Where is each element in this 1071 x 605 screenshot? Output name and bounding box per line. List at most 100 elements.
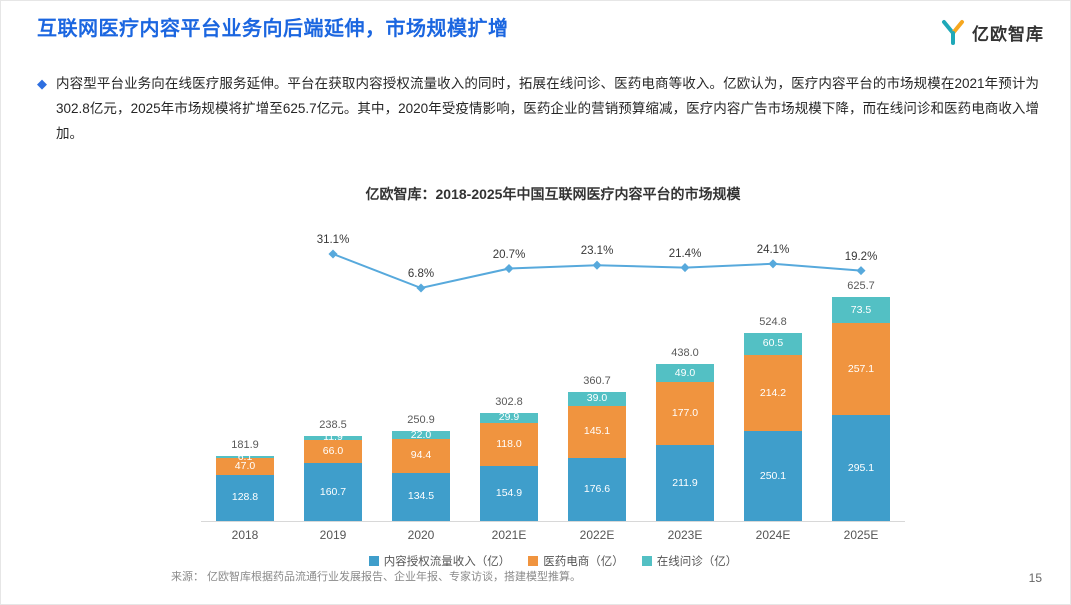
bar-segment-value: 60.5 <box>762 337 784 350</box>
bar-total-value: 302.8 <box>495 395 523 408</box>
legend-label: 在线问诊（亿） <box>656 556 738 568</box>
growth-point-value: 31.1% <box>316 234 350 246</box>
summary-paragraph: 内容型平台业务向在线医疗服务延伸。平台在获取内容授权流量收入的同时，拓展在线问诊… <box>56 76 1039 141</box>
chart-title: 亿欧智库：2018-2025年中国互联网医疗内容平台的市场规模 <box>365 186 741 202</box>
bar-segment-value: 295.1 <box>847 461 875 474</box>
bar-segment: 22.0 <box>392 428 450 441</box>
growth-point-value: 23.1% <box>580 245 614 258</box>
logo: 亿欧智库 <box>940 19 1044 45</box>
bar-segment: 94.4 <box>392 439 450 473</box>
bar-segment: 250.1 <box>744 431 802 521</box>
bar-total-value: 625.7 <box>847 280 875 292</box>
source-note: 来源： 亿欧智库根据药品流通行业发展报告、企业年报、专家访谈，搭建模型推算。 <box>171 571 582 583</box>
bar-segment: 6.1 <box>216 451 274 462</box>
bar-segment: 11.9 <box>304 432 362 443</box>
bar-segment-value: 257.1 <box>847 362 875 375</box>
legend-item: 在线问诊（亿） <box>641 553 738 569</box>
bar-segment: 29.9 <box>480 411 538 424</box>
bar-total-value: 438.0 <box>671 347 699 360</box>
page-title: 互联网医疗内容平台业务向后端延伸，市场规模扩增 <box>37 18 509 40</box>
growth-point-value: 6.8% <box>407 268 435 280</box>
chart-plot-area: 128.8 47.0 6.1 181.9 2018 160.7 66.0 11.9 238.5 2… <box>201 231 905 551</box>
x-axis-line <box>201 521 905 522</box>
bar-segment: 176.6 <box>568 457 626 521</box>
bar-segment-value: 39.0 <box>586 392 608 405</box>
growth-point-value: 19.2% <box>844 250 878 263</box>
bar-segment: 128.8 <box>216 474 274 521</box>
category-label: 2024E <box>755 528 791 542</box>
bar-segment: 145.1 <box>568 405 626 458</box>
bar-segment-value: 154.9 <box>495 486 523 499</box>
category-label: 2019 <box>319 528 347 542</box>
category-label: 2022E <box>579 528 615 542</box>
bar-segment-value: 160.7 <box>319 485 347 498</box>
chart: 亿欧智库：2018-2025年中国互联网医疗内容平台的市场规模 128.8 47.… <box>201 184 905 569</box>
bar-segment-value: 128.8 <box>231 491 259 504</box>
bar-segment: 214.2 <box>744 354 802 432</box>
bar-segment: 211.9 <box>656 445 714 521</box>
bar-segment-value: 66.0 <box>322 445 344 458</box>
bar-segment: 177.0 <box>656 381 714 446</box>
bar-segment: 154.9 <box>480 465 538 521</box>
growth-point-marker <box>504 264 514 274</box>
bar-total-value: 360.7 <box>583 374 611 387</box>
growth-point-marker <box>856 266 866 276</box>
bar-segment-value: 118.0 <box>496 437 522 450</box>
category-label: 2020 <box>407 528 435 542</box>
bar-total-value: 250.9 <box>407 414 435 427</box>
growth-point-value: 24.1% <box>756 243 790 256</box>
logo-text: 亿欧智库 <box>972 24 1044 44</box>
bar-segment: 39.0 <box>568 391 626 406</box>
bar-segment-value: 250.1 <box>759 469 787 482</box>
bar-segment-value: 6.1 <box>237 450 253 463</box>
bar-segment: 73.5 <box>832 297 890 324</box>
page-number: 15 <box>1028 571 1042 585</box>
growth-point-value: 21.4% <box>668 247 702 260</box>
logo-icon <box>942 20 964 45</box>
growth-point-marker <box>416 283 426 293</box>
bar-segment: 60.5 <box>744 333 802 355</box>
bar-segment: 134.5 <box>392 472 450 521</box>
legend-label: 医药电商（亿） <box>543 556 624 568</box>
bar-segment: 49.0 <box>656 364 714 382</box>
bar-segment-value: 214.2 <box>759 386 787 399</box>
bar-segment: 47.0 <box>216 458 274 475</box>
growth-point-marker <box>328 249 338 259</box>
bar-segment-value: 177.0 <box>671 406 699 419</box>
bar-segment-value: 145.1 <box>583 425 611 438</box>
bar-total-value: 524.8 <box>759 316 787 329</box>
header: 互联网医疗内容平台业务向后端延伸，市场规模扩增 亿欧智库 <box>37 15 1044 45</box>
bar-segment: 160.7 <box>304 463 362 521</box>
chart-legend: 内容授权流量收入（亿） 医药电商（亿） 在线问诊（亿） <box>201 553 905 569</box>
category-label: 2023E <box>667 528 703 542</box>
legend-swatch-icon <box>641 556 652 566</box>
bar-segment-value: 176.6 <box>583 482 611 495</box>
growth-point-value: 20.7% <box>492 248 526 261</box>
legend-label: 内容授权流量收入（亿） <box>383 556 511 568</box>
category-label: 2018 <box>231 528 259 542</box>
bar-segment: 257.1 <box>832 323 890 416</box>
growth-point-marker <box>680 263 690 273</box>
bar-total-value: 181.9 <box>231 438 259 451</box>
bar-segment-value: 211.9 <box>672 476 698 489</box>
bar-segment: 118.0 <box>480 423 538 466</box>
bar-segment-value: 11.9 <box>323 431 343 444</box>
legend-item: 医药电商（亿） <box>528 553 624 569</box>
bar-segment: 295.1 <box>832 415 890 521</box>
legend-swatch-icon <box>368 556 379 566</box>
bar-segment-value: 73.5 <box>850 303 872 316</box>
bar-segment-value: 134.5 <box>407 490 435 503</box>
growth-point-marker <box>592 260 602 270</box>
category-label: 2021E <box>491 528 527 542</box>
bar-segment-value: 47.0 <box>234 459 256 472</box>
diamond-bullet-icon: ◆ <box>37 76 47 91</box>
bar-segment-value: 29.9 <box>498 411 520 424</box>
bar-segment: 66.0 <box>304 439 362 464</box>
bar-segment-value: 22.0 <box>410 428 432 441</box>
growth-point-marker <box>768 259 778 269</box>
bar-segment-value: 49.0 <box>674 366 696 379</box>
summary-block: ◆ 内容型平台业务向在线医疗服务延伸。平台在获取内容授权流量收入的同时，拓展在线… <box>37 71 1039 146</box>
category-label: 2025E <box>843 528 879 542</box>
bar-total-value: 238.5 <box>319 418 347 431</box>
